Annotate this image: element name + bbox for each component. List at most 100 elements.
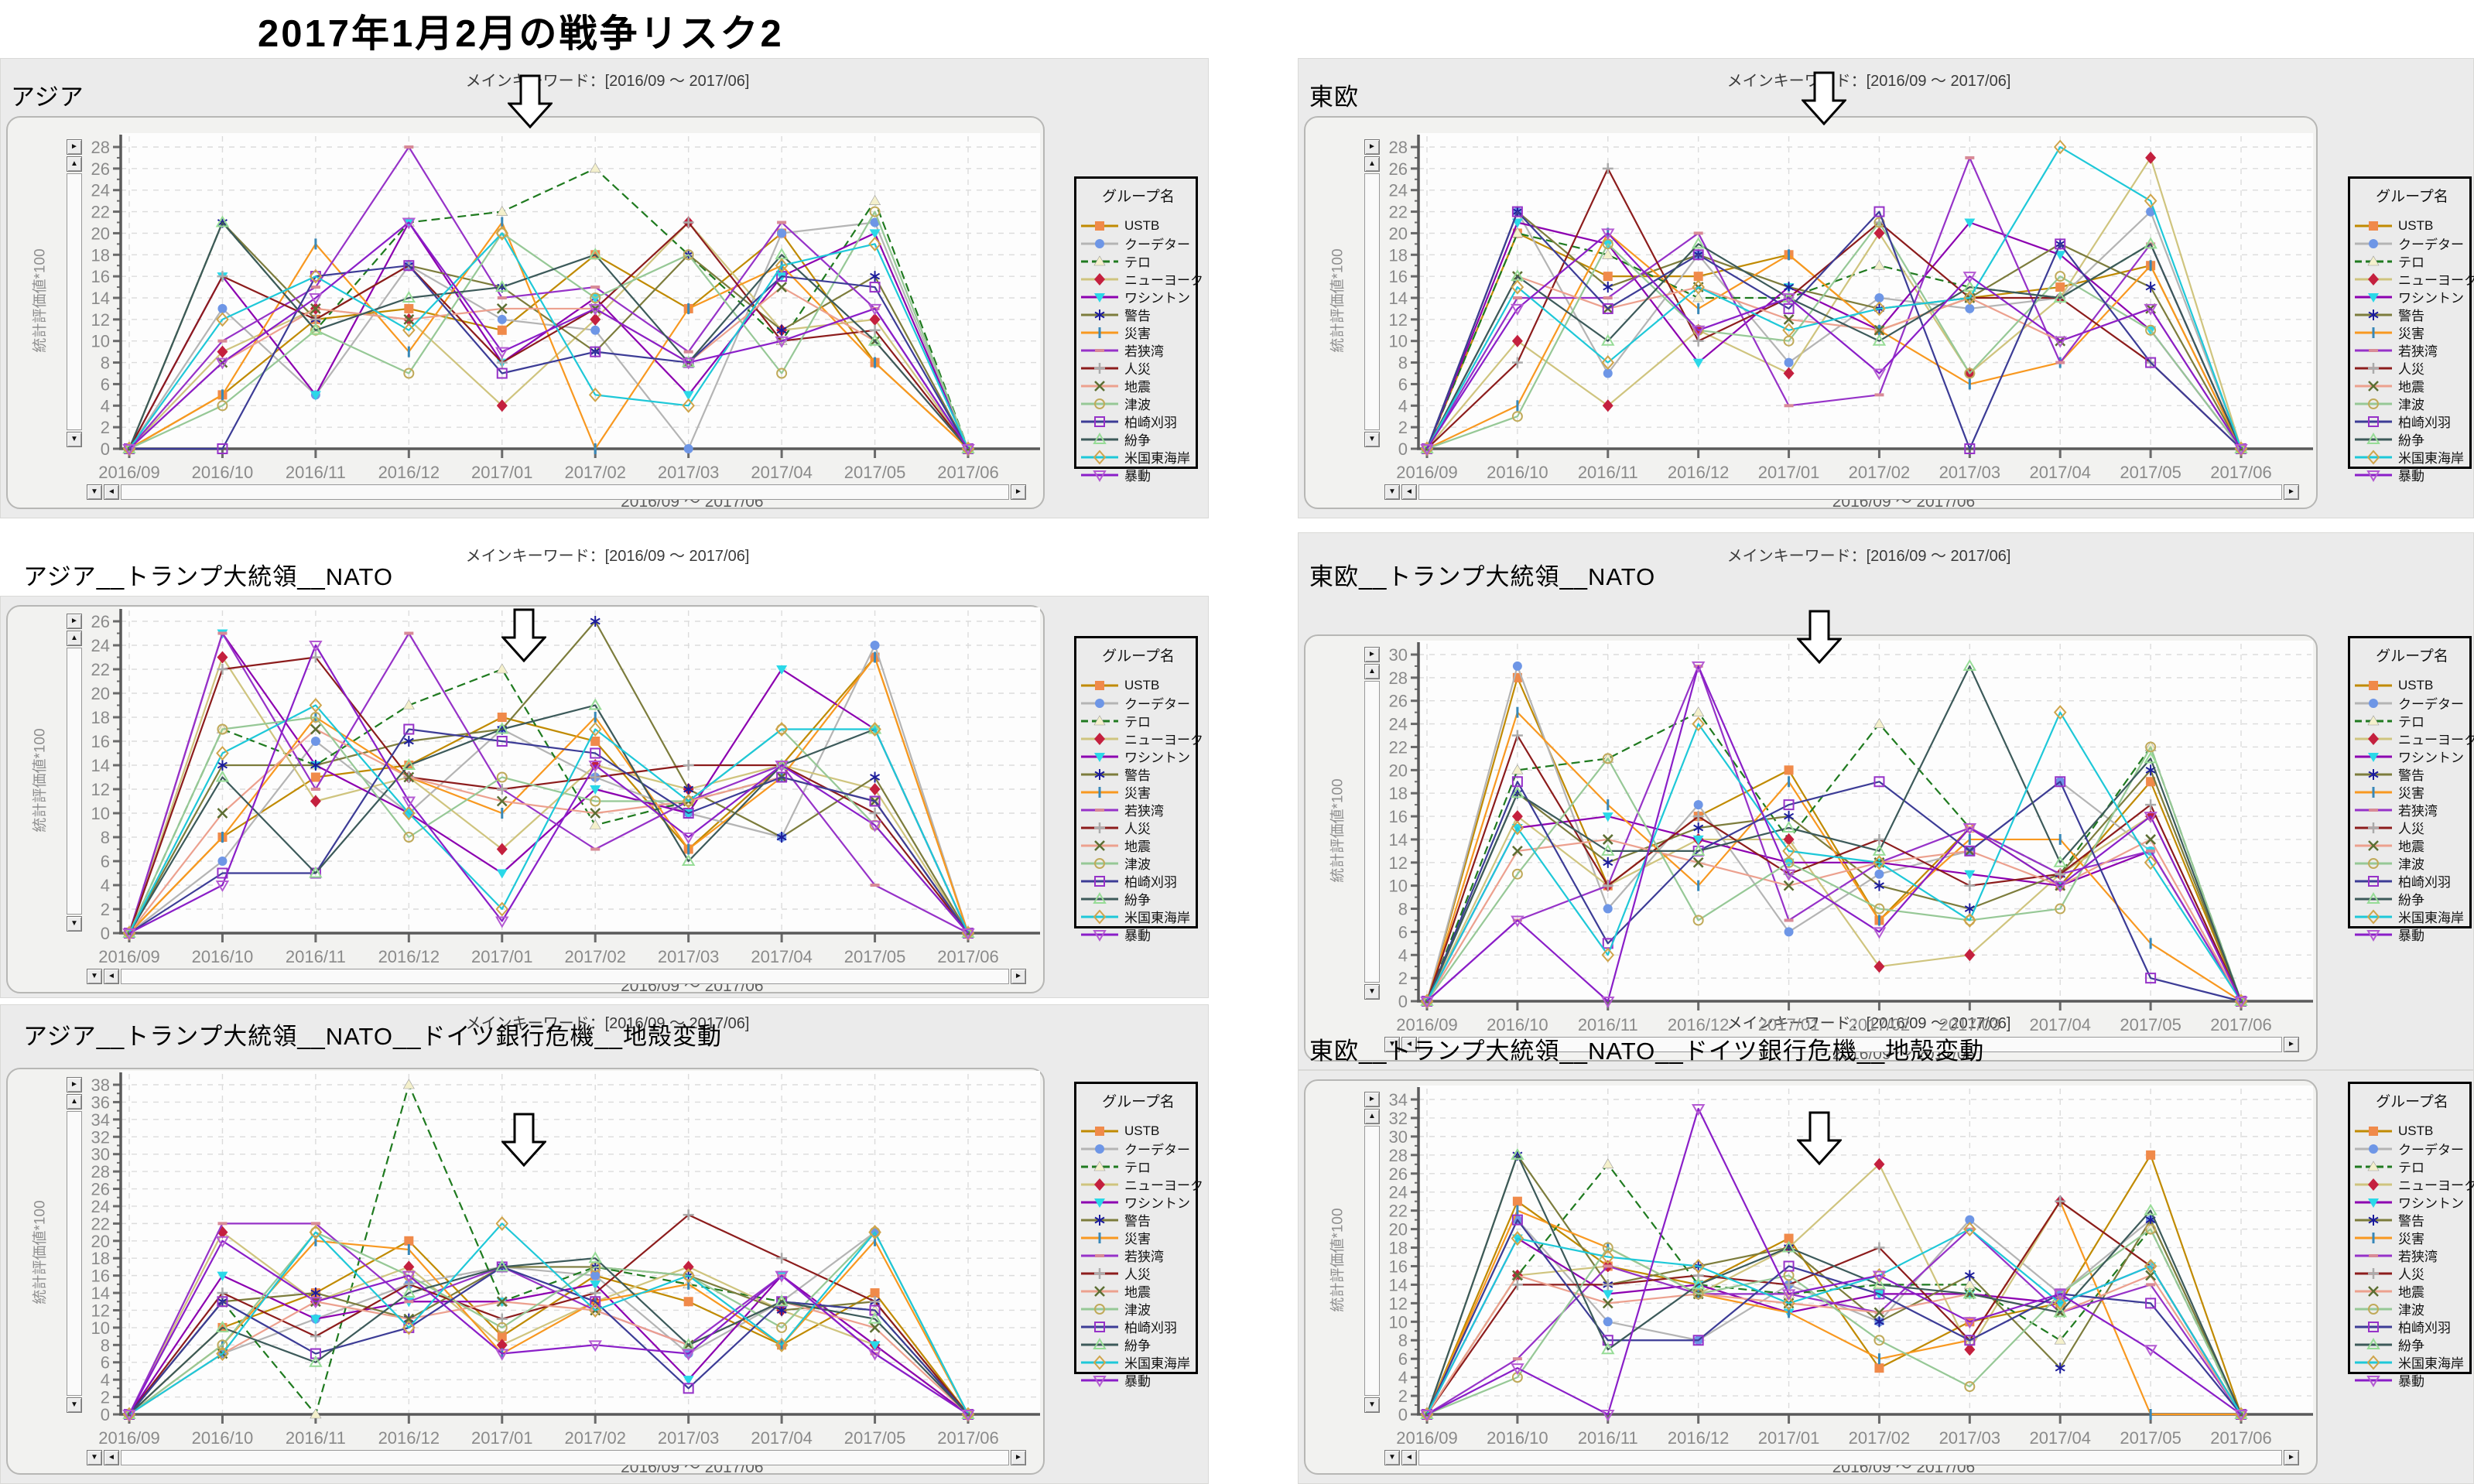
legend-item-label: 災害 bbox=[2398, 327, 2424, 341]
legend-item-label: 警告 bbox=[2398, 1214, 2424, 1229]
legend-sample bbox=[1081, 714, 1118, 725]
legend-item: 米国東海岸 bbox=[2355, 448, 2469, 466]
v-scrollbar-track[interactable] bbox=[67, 648, 82, 915]
legend-item-label: 津波 bbox=[2398, 1303, 2424, 1318]
h-scroll-down-button[interactable]: ▼ bbox=[1384, 484, 1400, 500]
legend-sample bbox=[2355, 255, 2392, 265]
v-scroll-right-button[interactable]: ► bbox=[67, 1077, 82, 1092]
v-scroll-right-button[interactable]: ► bbox=[1364, 139, 1380, 155]
legend-item: 暴動 bbox=[2355, 1371, 2469, 1389]
v-scroll-up-button[interactable]: ▲ bbox=[67, 1094, 82, 1110]
v-scroll-down-button[interactable]: ▼ bbox=[1364, 1397, 1380, 1413]
legend-item: テロ bbox=[2355, 252, 2469, 270]
legend-item-label: 柏崎刈羽 bbox=[1124, 415, 1177, 430]
v-scroll-up-button[interactable]: ▲ bbox=[67, 631, 82, 646]
legend-item-label: USTB bbox=[2398, 217, 2434, 233]
v-scroll-up-button[interactable]: ▲ bbox=[1364, 156, 1380, 172]
h-scrollbar-track[interactable] bbox=[1418, 1037, 2282, 1052]
legend-item: テロ bbox=[1081, 1157, 1196, 1175]
legend-sample bbox=[1081, 680, 1118, 690]
h-scrollbar-track[interactable] bbox=[121, 969, 1009, 984]
y-axis-title: 統計評価値*100 bbox=[32, 727, 49, 833]
h-scroll-left-button[interactable]: ◄ bbox=[1401, 484, 1417, 500]
h-scrollbar-track[interactable] bbox=[121, 484, 1009, 500]
legend-sample bbox=[2355, 292, 2392, 303]
legend-item: 災害 bbox=[2355, 323, 2469, 341]
legend-sample bbox=[1081, 1198, 1118, 1208]
legend-item: 紛争 bbox=[2355, 430, 2469, 448]
h-scroll-left-button[interactable]: ◄ bbox=[1401, 1450, 1417, 1465]
v-scroll-down-button[interactable]: ▼ bbox=[1364, 984, 1380, 1000]
v-scroll-right-button[interactable]: ► bbox=[1364, 1092, 1380, 1107]
legend-item-label: テロ bbox=[1124, 1161, 1151, 1175]
legend-item-label: クーデター bbox=[2398, 697, 2464, 712]
legend-item-label: 災害 bbox=[1124, 327, 1151, 341]
v-scrollbar-track[interactable] bbox=[1364, 681, 1380, 983]
legend-item-label: 津波 bbox=[1124, 1303, 1151, 1318]
y-axis-title: 統計評価値*100 bbox=[1329, 778, 1346, 883]
legend-item-label: 米国東海岸 bbox=[1124, 911, 1190, 925]
legend-sample bbox=[2355, 1160, 2392, 1171]
legend-sample bbox=[1081, 1178, 1118, 1191]
legend-sample bbox=[2355, 1303, 2392, 1315]
v-scroll-right-button[interactable]: ► bbox=[1364, 647, 1380, 662]
legend-sample bbox=[1081, 857, 1118, 869]
legend-item-label: 津波 bbox=[2398, 398, 2424, 412]
v-scroll-up-button[interactable]: ▲ bbox=[67, 156, 82, 172]
h-scrollbar-track[interactable] bbox=[1418, 484, 2282, 500]
legend-sample bbox=[2355, 1375, 2392, 1387]
v-scroll-right-button[interactable]: ► bbox=[67, 614, 82, 629]
h-scroll-right-button[interactable]: ► bbox=[2284, 1037, 2299, 1052]
h-scroll-right-button[interactable]: ► bbox=[1011, 969, 1026, 984]
h-scrollbar-track[interactable] bbox=[121, 1450, 1009, 1465]
v-scroll-down-button[interactable]: ▼ bbox=[1364, 432, 1380, 447]
v-scrollbar-track[interactable] bbox=[67, 173, 82, 430]
h-scroll-down-button[interactable]: ▼ bbox=[87, 484, 102, 500]
h-scroll-down-button[interactable]: ▼ bbox=[1384, 1037, 1400, 1052]
h-scroll-right-button[interactable]: ► bbox=[1011, 1450, 1026, 1465]
legend-item: テロ bbox=[2355, 712, 2469, 730]
h-scroll-down-button[interactable]: ▼ bbox=[87, 1450, 102, 1465]
legend-sample bbox=[1081, 221, 1118, 231]
legend-item-label: テロ bbox=[2398, 715, 2424, 730]
legend-item: 津波 bbox=[1081, 1300, 1196, 1318]
legend-item: 警告 bbox=[1081, 306, 1196, 323]
h-scroll-left-button[interactable]: ◄ bbox=[104, 1450, 119, 1465]
v-scrollbar-track[interactable] bbox=[67, 1111, 82, 1396]
legend-item-label: 人災 bbox=[2398, 362, 2424, 377]
h-scroll-left-button[interactable]: ◄ bbox=[104, 969, 119, 984]
legend-item-label: USTB bbox=[2398, 677, 2434, 692]
v-scroll-down-button[interactable]: ▼ bbox=[67, 916, 82, 932]
h-scroll-down-button[interactable]: ▼ bbox=[1384, 1450, 1400, 1465]
legend-item-label: USTB bbox=[1124, 217, 1160, 233]
legend-item: 若狭湾 bbox=[2355, 341, 2469, 359]
legend-item-label: 人災 bbox=[2398, 822, 2424, 836]
legend-item: クーデター bbox=[2355, 1140, 2469, 1157]
h-scroll-right-button[interactable]: ► bbox=[1011, 484, 1026, 500]
v-scroll-up-button[interactable]: ▲ bbox=[1364, 664, 1380, 679]
legend-item: ニューヨーク bbox=[2355, 730, 2474, 747]
v-scroll-down-button[interactable]: ▼ bbox=[67, 432, 82, 447]
legend-sample bbox=[2355, 714, 2392, 725]
legend-item: ニューヨーク bbox=[2355, 1175, 2474, 1193]
legend-item: ニューヨーク bbox=[1081, 270, 1203, 288]
legend-sample bbox=[1081, 1337, 1118, 1349]
h-scroll-right-button[interactable]: ► bbox=[2284, 484, 2299, 500]
h-scroll-left-button[interactable]: ◄ bbox=[104, 484, 119, 500]
legend-item: 地震 bbox=[2355, 836, 2469, 854]
legend-item-label: 地震 bbox=[2398, 1285, 2424, 1300]
v-scroll-down-button[interactable]: ▼ bbox=[67, 1397, 82, 1413]
v-scrollbar-track[interactable] bbox=[1364, 173, 1380, 430]
legend-title: グループ名 bbox=[1102, 1094, 1175, 1110]
v-scroll-right-button[interactable]: ► bbox=[67, 139, 82, 155]
legend-item-label: USTB bbox=[1124, 1123, 1160, 1138]
h-scrollbar-track[interactable] bbox=[1418, 1450, 2282, 1465]
h-scroll-right-button[interactable]: ► bbox=[2284, 1450, 2299, 1465]
legend-title: グループ名 bbox=[2376, 189, 2448, 205]
v-scrollbar-track[interactable] bbox=[1364, 1126, 1380, 1396]
legend-item-label: 津波 bbox=[2398, 857, 2424, 872]
v-scroll-up-button[interactable]: ▲ bbox=[1364, 1109, 1380, 1124]
legend-item: テロ bbox=[2355, 1157, 2469, 1175]
h-scroll-left-button[interactable]: ◄ bbox=[1401, 1037, 1417, 1052]
h-scroll-down-button[interactable]: ▼ bbox=[87, 969, 102, 984]
